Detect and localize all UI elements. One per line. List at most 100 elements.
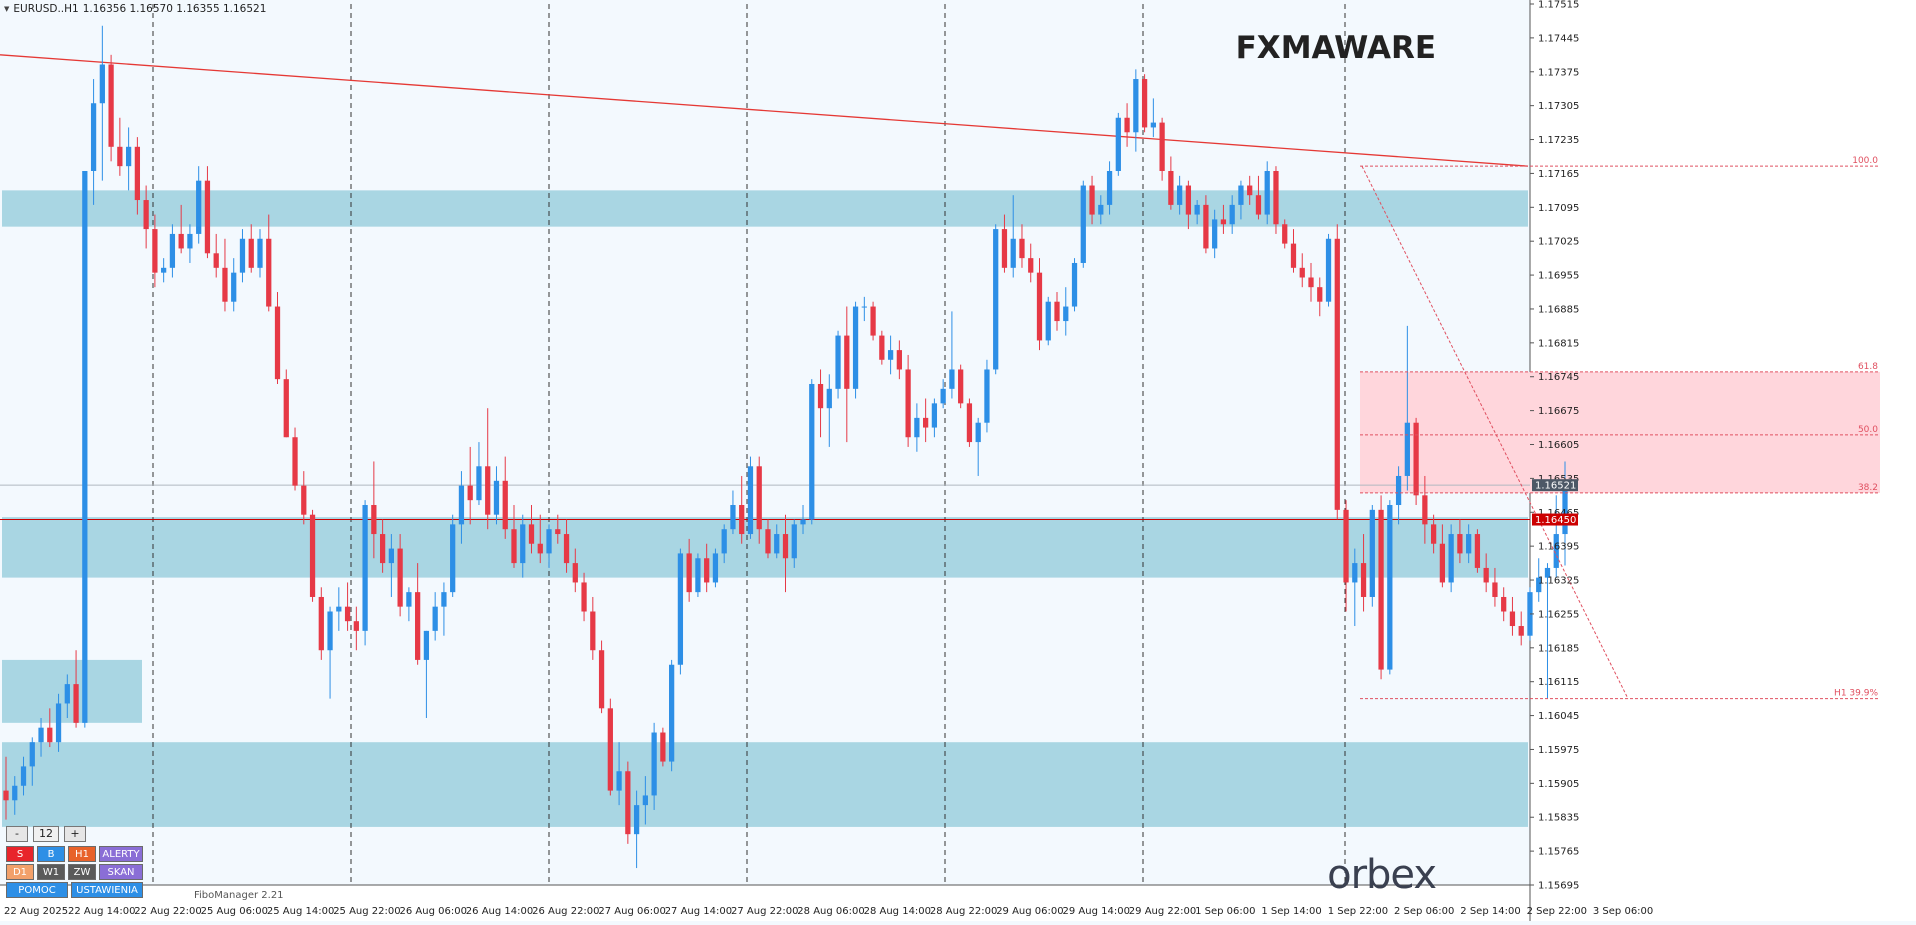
bullish-candle [476,466,482,501]
bullish-candle [388,548,394,564]
panel-button-alerty[interactable]: ALERTY [99,846,143,862]
bearish-candle [1290,243,1297,268]
bullish-candle [1177,185,1183,205]
bullish-candle [1536,577,1542,593]
bearish-candle [1308,277,1314,288]
bearish-candle [607,708,613,791]
price-tag [1532,513,1578,526]
bullish-candle [336,606,342,612]
price-axis-label: 1.15765 [1538,847,1579,858]
bearish-candle [1054,301,1060,322]
stepper-value[interactable]: 12 [33,826,59,842]
panel-row: S B H1 ALERTY [6,846,143,862]
price-axis-label: 1.16185 [1538,643,1579,654]
panel-button-w1[interactable]: W1 [37,864,65,880]
panel-button-b[interactable]: B [37,846,65,862]
panel-button-ustawienia[interactable]: USTAWIENIA [71,882,143,898]
bullish-candle [1264,171,1270,215]
stepper-minus-button[interactable]: - [6,826,28,842]
price-axis-label: 1.16885 [1538,304,1579,315]
time-axis-label: 27 Aug 06:00 [598,906,665,917]
bearish-candle [353,621,359,631]
price-axis-label: 1.16815 [1538,338,1579,349]
bullish-candle [940,388,946,404]
bearish-candle [1422,495,1428,525]
bullish-candle [835,335,841,389]
price-axis-label: 1.17235 [1538,135,1579,146]
bullish-candle [1071,262,1078,307]
bearish-candle [1019,238,1025,259]
bearish-candle [598,650,605,709]
support-resistance-zone [2,742,1528,827]
bearish-candle [117,146,123,167]
bearish-candle [923,417,929,428]
fibo-manager-label: FiboManager 2.21 [194,890,284,901]
bullish-candle [975,422,981,443]
bearish-candle [1509,611,1516,627]
bearish-candle [1124,117,1130,133]
panel-button-d1[interactable]: D1 [6,864,34,880]
bullish-candle [1115,117,1121,172]
bullish-candle [169,233,176,268]
panel-button-h1[interactable]: H1 [68,846,96,862]
bearish-candle [344,606,351,622]
collapse-triangle-icon[interactable]: ▼ [4,5,10,13]
bullish-candle [1045,301,1051,341]
bullish-candle [712,553,719,583]
bearish-candle [660,732,666,762]
bullish-candle [914,417,920,438]
time-axis-label: 2 Sep 22:00 [1527,906,1587,917]
price-axis-label: 1.15905 [1538,779,1579,790]
bearish-candle [905,369,911,438]
ohlc-values: 1.16356 1.16570 1.16355 1.16521 [82,3,267,15]
bullish-candle [546,529,552,554]
bearish-candle [511,529,517,564]
bearish-candle [1036,272,1043,341]
bullish-candle [327,611,333,651]
time-axis-label: 28 Aug 06:00 [797,906,864,917]
bearish-candle [1518,626,1524,636]
bullish-candle [520,524,526,564]
panel-button-pomoc[interactable]: POMOC [6,882,68,898]
bearish-candle [1430,524,1437,544]
bearish-candle [756,466,762,530]
price-axis-label: 1.16395 [1538,542,1579,553]
panel-button-zw[interactable]: ZW [68,864,96,880]
bearish-candle [1001,229,1008,268]
time-axis-label: 1 Sep 06:00 [1195,906,1255,917]
bearish-candle [1282,224,1288,244]
bullish-candle [423,630,430,660]
price-axis-label: 1.16745 [1538,372,1579,383]
bullish-candle [887,350,894,360]
time-axis-label: 29 Aug 06:00 [996,906,1063,917]
bullish-candle [90,103,97,172]
bearish-candle [1089,185,1095,215]
bullish-candle [450,524,456,593]
time-axis-background [0,885,1530,921]
price-axis-label: 1.15835 [1538,813,1579,824]
time-axis-label: 2 Sep 14:00 [1460,906,1520,917]
bullish-candle [38,727,44,743]
bearish-candle [266,238,272,307]
bullish-candle [791,524,797,559]
bullish-candle [406,592,412,607]
orbex-logo-text: orbex [1327,852,1437,898]
bullish-candle [64,684,70,704]
bullish-candle [1063,306,1069,322]
price-axis-label: 1.17095 [1538,203,1579,214]
bearish-candle [1439,543,1446,583]
panel-button-s[interactable]: S [6,846,34,862]
bearish-candle [371,505,377,535]
time-axis-label: 25 Aug 22:00 [333,906,400,917]
stepper-plus-button[interactable]: + [64,826,86,842]
time-axis-label: 27 Aug 22:00 [731,906,798,917]
bullish-candle [861,306,867,308]
panel-row: D1 W1 ZW SKAN [6,864,143,880]
bearish-candle [1343,509,1349,583]
bearish-candle [1457,534,1463,554]
panel-button-skan[interactable]: SKAN [99,864,143,880]
bearish-candle [502,480,508,530]
bullish-candle [1194,204,1200,215]
